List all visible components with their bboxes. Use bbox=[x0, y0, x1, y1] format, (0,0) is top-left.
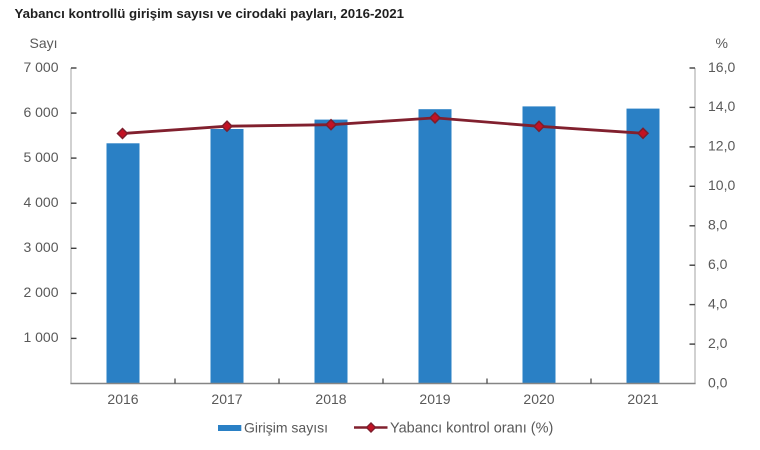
svg-text:2017: 2017 bbox=[211, 391, 242, 407]
svg-text:7 000: 7 000 bbox=[23, 59, 58, 75]
svg-text:3 000: 3 000 bbox=[23, 239, 58, 255]
svg-text:4,0: 4,0 bbox=[708, 295, 728, 311]
svg-text:14,0: 14,0 bbox=[708, 98, 735, 114]
svg-text:2016: 2016 bbox=[107, 391, 138, 407]
svg-text:2021: 2021 bbox=[627, 391, 658, 407]
svg-text:2019: 2019 bbox=[419, 391, 450, 407]
svg-text:Girişim sayısı: Girişim sayısı bbox=[244, 420, 328, 436]
svg-text:12,0: 12,0 bbox=[708, 138, 735, 154]
svg-text:10,0: 10,0 bbox=[708, 177, 735, 193]
svg-text:4 000: 4 000 bbox=[23, 194, 58, 210]
svg-text:0,0: 0,0 bbox=[708, 374, 728, 390]
svg-text:2,0: 2,0 bbox=[708, 335, 728, 351]
svg-text:5 000: 5 000 bbox=[23, 149, 58, 165]
svg-text:Sayı: Sayı bbox=[30, 35, 58, 51]
svg-text:8,0: 8,0 bbox=[708, 217, 728, 233]
svg-text:Yabancı kontrol oranı (%): Yabancı kontrol oranı (%) bbox=[390, 421, 553, 437]
svg-text:16,0: 16,0 bbox=[708, 59, 735, 75]
svg-text:%: % bbox=[716, 35, 728, 51]
svg-text:2018: 2018 bbox=[315, 391, 346, 407]
svg-text:2 000: 2 000 bbox=[23, 284, 58, 300]
svg-text:2020: 2020 bbox=[523, 391, 554, 407]
svg-text:1 000: 1 000 bbox=[23, 329, 58, 345]
svg-text:Yabancı kontrollü girişim sayı: Yabancı kontrollü girişim sayısı ve ciro… bbox=[15, 6, 405, 21]
svg-text:6,0: 6,0 bbox=[708, 256, 728, 272]
svg-text:6 000: 6 000 bbox=[23, 104, 58, 120]
